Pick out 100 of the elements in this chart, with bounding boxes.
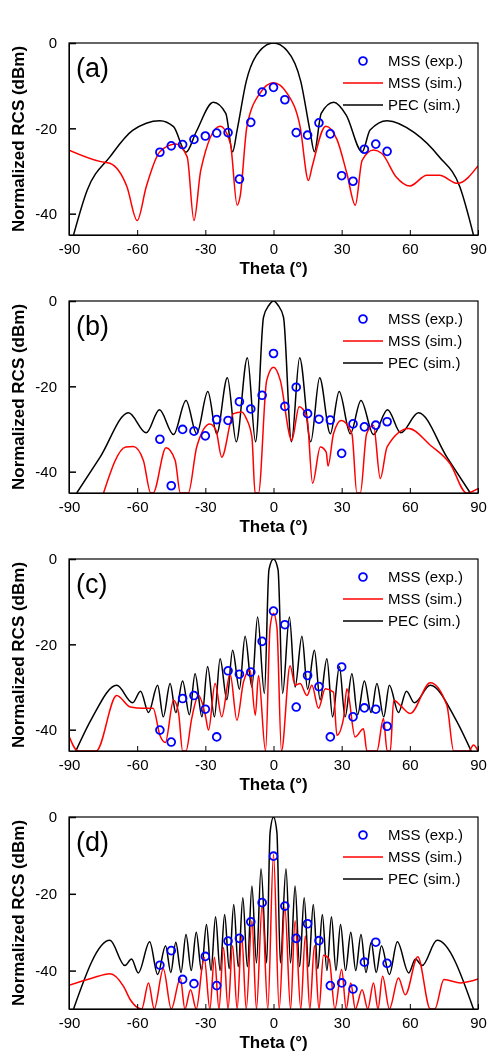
- x-tick-label: 30: [333, 497, 351, 515]
- point: [291, 933, 302, 944]
- x-axis-title: Theta (°): [239, 259, 308, 278]
- point: [314, 681, 324, 692]
- x-tick-label: -60: [126, 1013, 149, 1031]
- point: [280, 401, 290, 412]
- x-tick-label: -60: [126, 755, 149, 773]
- point: [280, 901, 290, 911]
- point: [234, 669, 245, 679]
- point: [370, 420, 381, 430]
- y-tick-label: -40: [35, 204, 57, 222]
- x-tick-label: -90: [58, 1013, 81, 1031]
- x-tick-label: -90: [58, 239, 81, 257]
- x-tick-label: 90: [470, 1013, 487, 1031]
- point: [268, 851, 279, 861]
- legend-label: PEC (sim.): [388, 870, 461, 887]
- point: [166, 945, 177, 956]
- point: [166, 141, 177, 151]
- x-axis-title: Theta (°): [239, 1033, 308, 1052]
- point: [155, 434, 165, 445]
- point: [325, 732, 336, 742]
- point: [155, 960, 165, 971]
- point: [245, 917, 256, 927]
- legend-label: MSS (sim.): [388, 590, 463, 607]
- point: [336, 978, 347, 988]
- point: [314, 414, 324, 424]
- point: [234, 396, 245, 407]
- point: [359, 957, 370, 967]
- point: [314, 117, 324, 128]
- point: [314, 935, 324, 946]
- point: [211, 732, 222, 742]
- point: [370, 937, 381, 947]
- point: [245, 404, 256, 414]
- y-tick-label: -20: [35, 635, 57, 653]
- x-tick-label: 0: [269, 755, 279, 773]
- legend-label: MSS (sim.): [388, 848, 463, 865]
- point: [166, 480, 177, 491]
- legend-label: MSS (sim.): [388, 74, 463, 91]
- point: [268, 82, 279, 93]
- y-tick-label: 0: [48, 808, 57, 826]
- point: [370, 704, 381, 714]
- point: [325, 980, 336, 991]
- y-tick-label: -40: [35, 961, 57, 979]
- point: [382, 958, 392, 969]
- y-tick-label: 0: [48, 34, 57, 52]
- point: [336, 170, 347, 181]
- point: [291, 702, 302, 712]
- point: [348, 176, 358, 187]
- point: [359, 144, 370, 155]
- point: [302, 130, 313, 140]
- point: [189, 134, 199, 145]
- point: [211, 128, 222, 138]
- x-tick-label: -60: [126, 497, 149, 515]
- point: [155, 725, 165, 735]
- legend-label: MSS (exp.): [388, 310, 464, 327]
- x-tick-label: 60: [401, 1013, 419, 1031]
- point: [291, 382, 302, 392]
- point: [245, 117, 256, 128]
- point: [211, 980, 222, 991]
- point: [302, 670, 313, 681]
- x-tick-label: 0: [269, 497, 279, 515]
- point: [189, 426, 199, 436]
- point: [189, 978, 199, 989]
- point: [223, 936, 233, 946]
- legend-label: PEC (sim.): [388, 612, 461, 629]
- y-tick-label: -40: [35, 462, 57, 480]
- point: [348, 712, 358, 722]
- x-tick-label: 60: [401, 755, 419, 773]
- x-tick-label: 30: [333, 755, 351, 773]
- annotation: (d): [76, 827, 109, 857]
- annotation: (a): [76, 53, 109, 83]
- line-series: [72, 817, 475, 1009]
- point: [336, 662, 347, 672]
- y-tick-label: 0: [48, 292, 57, 310]
- point: [382, 416, 392, 427]
- point: [257, 87, 267, 97]
- point: [200, 431, 211, 441]
- point: [200, 951, 211, 962]
- point: [234, 933, 245, 944]
- point: [257, 636, 267, 647]
- point: [211, 414, 222, 425]
- legend-label: MSS (exp.): [388, 568, 464, 585]
- point: [291, 127, 302, 138]
- annotation: (c): [76, 569, 108, 599]
- point: [223, 415, 233, 426]
- legend-label: PEC (sim.): [388, 96, 461, 113]
- x-tick-label: 0: [269, 1013, 279, 1031]
- x-tick-label: 30: [333, 1013, 351, 1031]
- y-tick-label: 0: [48, 550, 57, 568]
- point: [336, 448, 347, 459]
- legend-label: MSS (exp.): [388, 52, 464, 69]
- point: [177, 139, 188, 150]
- point: [223, 665, 233, 676]
- x-tick-label: 90: [470, 239, 487, 257]
- point: [257, 897, 267, 908]
- point: [177, 424, 188, 435]
- point: [189, 690, 199, 701]
- x-axis-title: Theta (°): [239, 517, 308, 536]
- x-tick-label: 60: [401, 497, 419, 515]
- x-tick-label: -30: [194, 497, 217, 515]
